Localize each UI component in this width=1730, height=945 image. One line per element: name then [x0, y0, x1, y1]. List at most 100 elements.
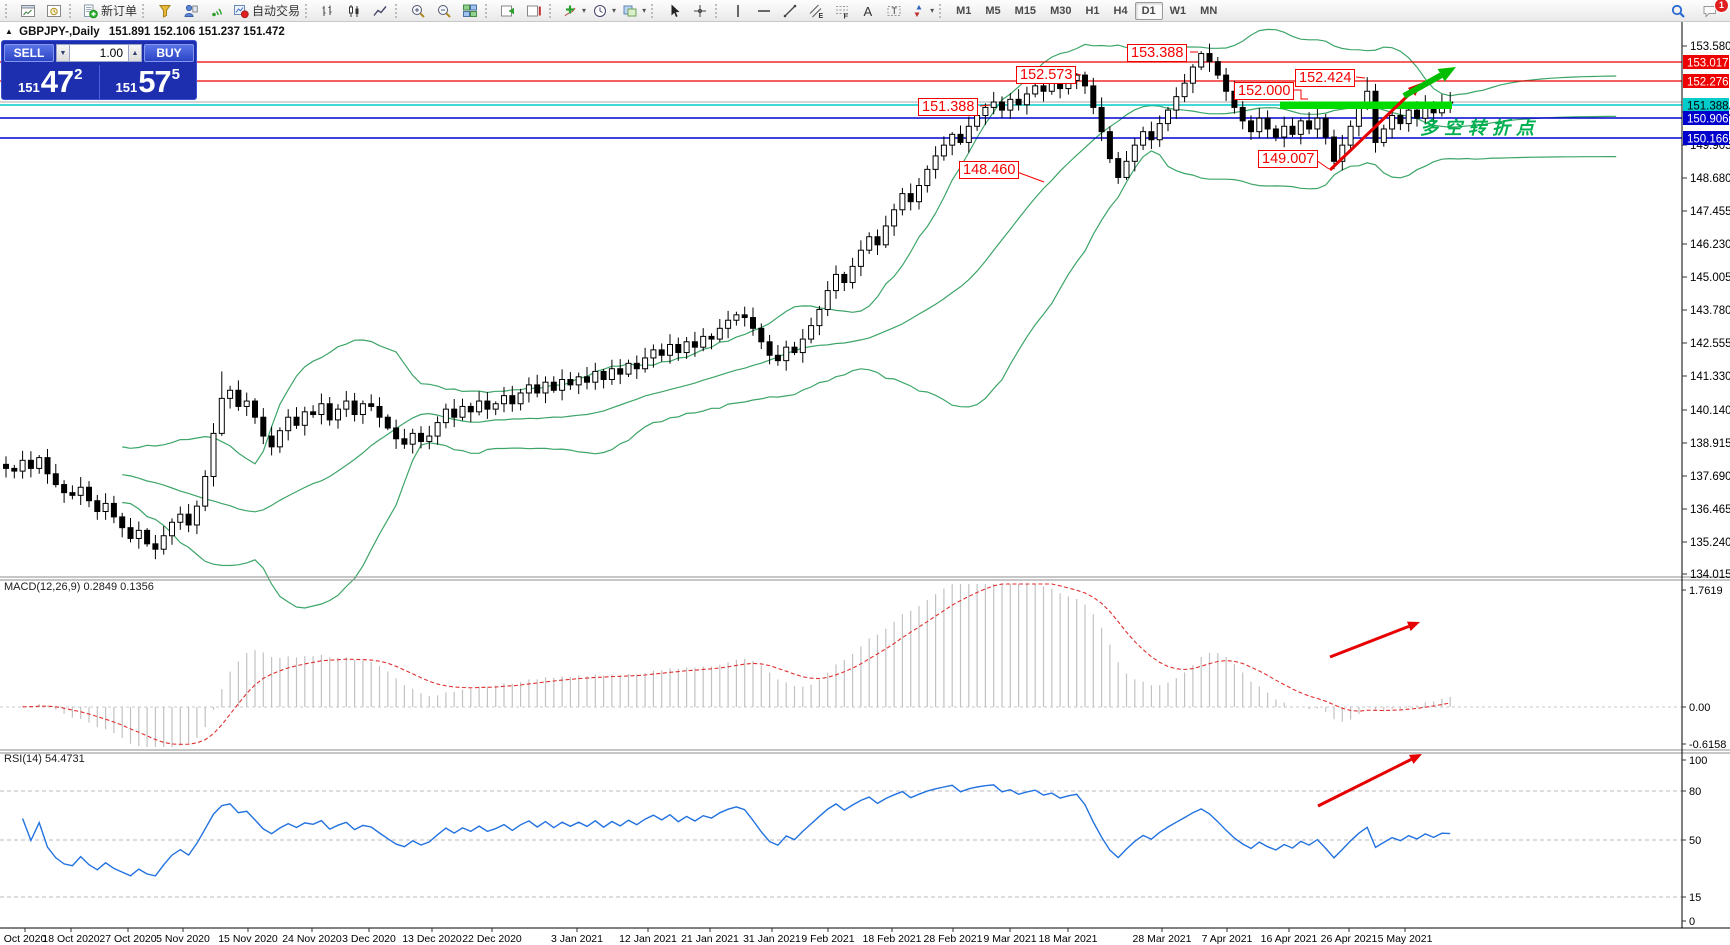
text-button[interactable]: A: [855, 1, 881, 21]
svg-text:F: F: [844, 11, 849, 19]
price-annotation[interactable]: 153.388: [1127, 44, 1188, 62]
bar-chart-button[interactable]: [315, 1, 341, 21]
expert-advisor-button[interactable]: [178, 1, 204, 21]
timeframe-m5[interactable]: M5: [985, 4, 1001, 17]
toolbar-grip[interactable]: [305, 3, 311, 18]
new-order-label: 新订单: [101, 4, 138, 18]
notification-badge: 1: [1714, 0, 1729, 13]
macd-indicator: [0, 583, 1682, 747]
ask-price[interactable]: 151 57 5: [100, 63, 197, 101]
toolbar-grip[interactable]: [715, 3, 721, 18]
zoom-in-icon: [412, 4, 425, 18]
price-annotation[interactable]: 151.388: [918, 98, 979, 116]
pivot-zone-highlight[interactable]: [1280, 101, 1452, 110]
candlestick-chart-button[interactable]: [341, 1, 367, 21]
price-annotation[interactable]: 148.460: [959, 161, 1020, 179]
chat-button[interactable]: 1: [1697, 0, 1729, 21]
arrows-button[interactable]: ▾: [907, 1, 937, 21]
templates-icon: [623, 5, 637, 16]
timeframe-m30[interactable]: M30: [1050, 4, 1072, 17]
chart-shift-button[interactable]: [521, 1, 547, 21]
svg-text:9 Mar 2021: 9 Mar 2021: [983, 933, 1036, 945]
window-separators[interactable]: [0, 576, 1730, 754]
svg-text:80: 80: [1689, 786, 1701, 798]
green-zone[interactable]: [1280, 101, 1452, 110]
funnel-icon: [159, 4, 171, 18]
toolbar-grip[interactable]: [69, 3, 75, 18]
toolbar-grip[interactable]: [549, 3, 555, 18]
zoom-in-button[interactable]: [405, 1, 431, 21]
volume-increase-button[interactable]: ▲: [128, 44, 142, 62]
toolbar-grip[interactable]: [5, 3, 11, 18]
profiles-button[interactable]: [41, 1, 67, 21]
price-annotation[interactable]: 152.424: [1295, 69, 1356, 87]
equidistant-channel-button[interactable]: E: [803, 1, 829, 21]
annotation-lines[interactable]: [979, 51, 1456, 808]
dropdown-caret-icon[interactable]: ▾: [612, 6, 617, 15]
svg-text:141.330: 141.330: [1690, 371, 1730, 383]
equidistant-channel-icon: E: [809, 4, 824, 19]
signal-button[interactable]: [204, 1, 230, 21]
tile-windows-button[interactable]: [457, 1, 483, 21]
auto-trading-button[interactable]: 自动交易: [230, 1, 303, 21]
timeframe-d1[interactable]: D1: [1134, 1, 1163, 20]
volume-input[interactable]: 1.00: [70, 44, 128, 62]
sell-button[interactable]: SELL: [4, 44, 54, 62]
fibonacci-button[interactable]: F: [829, 1, 855, 21]
svg-text:22 Dec 2020: 22 Dec 2020: [462, 933, 522, 945]
chart-window-button[interactable]: [15, 1, 41, 21]
indicators-button[interactable]: ▾: [559, 1, 589, 21]
cursor-button[interactable]: [661, 1, 687, 21]
collapse-triangle-icon[interactable]: ▲: [5, 27, 13, 36]
bid-price[interactable]: 151 47 2: [2, 63, 99, 101]
price-annotation[interactable]: 152.000: [1234, 82, 1295, 100]
toolbar-grip[interactable]: [939, 3, 945, 18]
timeframe-h1[interactable]: H1: [1085, 4, 1100, 17]
price-annotation[interactable]: 152.573: [1016, 66, 1077, 84]
svg-text:146.230: 146.230: [1690, 239, 1730, 251]
text-label-button[interactable]: T: [881, 1, 907, 21]
new-order-button[interactable]: 新订单: [79, 1, 140, 21]
timeframe-mn[interactable]: MN: [1200, 4, 1218, 17]
dropdown-caret-icon[interactable]: ▾: [642, 6, 647, 15]
toolbar-grip[interactable]: [485, 3, 491, 18]
price-axis[interactable]: 153.580151.130149.905148.680147.455146.2…: [0, 22, 1730, 929]
svg-text:9 Feb 2021: 9 Feb 2021: [801, 933, 854, 945]
bar-chart-icon: [322, 5, 332, 16]
timeframe-m15[interactable]: M15: [1014, 4, 1037, 17]
dropdown-caret-icon[interactable]: ▾: [582, 6, 587, 15]
vertical-line-button[interactable]: [725, 1, 751, 21]
timeframe-w1[interactable]: W1: [1169, 4, 1187, 17]
funnel-button[interactable]: [152, 1, 178, 21]
volume-decrease-button[interactable]: ▼: [56, 44, 70, 62]
pivot-note-text[interactable]: 多空转折点: [1420, 118, 1540, 138]
periods-button[interactable]: ▾: [589, 1, 619, 21]
one-click-trading-panel: SELL ▼ 1.00 ▲ BUY 151 47 2 151 57 5: [1, 40, 197, 100]
toolbar-grip[interactable]: [395, 3, 401, 18]
line-chart-button[interactable]: [367, 1, 393, 21]
macd-label: MACD(12,26,9) 0.2849 0.1356: [4, 581, 154, 593]
svg-text:136.465: 136.465: [1690, 504, 1730, 516]
trend-line-button[interactable]: [777, 1, 803, 21]
text-label-icon: T: [887, 5, 901, 16]
timeframe-h4[interactable]: H4: [1113, 4, 1128, 17]
svg-text:16 Apr 2021: 16 Apr 2021: [1261, 933, 1318, 945]
dropdown-caret-icon[interactable]: ▾: [930, 6, 935, 15]
timeframe-m1[interactable]: M1: [956, 4, 972, 17]
text-icon: A: [864, 4, 873, 19]
search-button[interactable]: [1665, 1, 1691, 21]
horizontal-line-objects[interactable]: [0, 61, 1682, 139]
horizontal-line-icon: [758, 9, 771, 12]
price-annotation[interactable]: 149.007: [1258, 150, 1319, 168]
toolbar-grip[interactable]: [142, 3, 148, 18]
zoom-out-button[interactable]: [431, 1, 457, 21]
crosshair-button[interactable]: [687, 1, 713, 21]
toolbar-grip[interactable]: [651, 3, 657, 18]
horizontal-line-button[interactable]: [751, 1, 777, 21]
buy-button[interactable]: BUY: [144, 44, 194, 62]
vertical-line-icon: [737, 4, 739, 17]
auto-scroll-button[interactable]: [495, 1, 521, 21]
templates-button[interactable]: ▾: [619, 1, 649, 21]
